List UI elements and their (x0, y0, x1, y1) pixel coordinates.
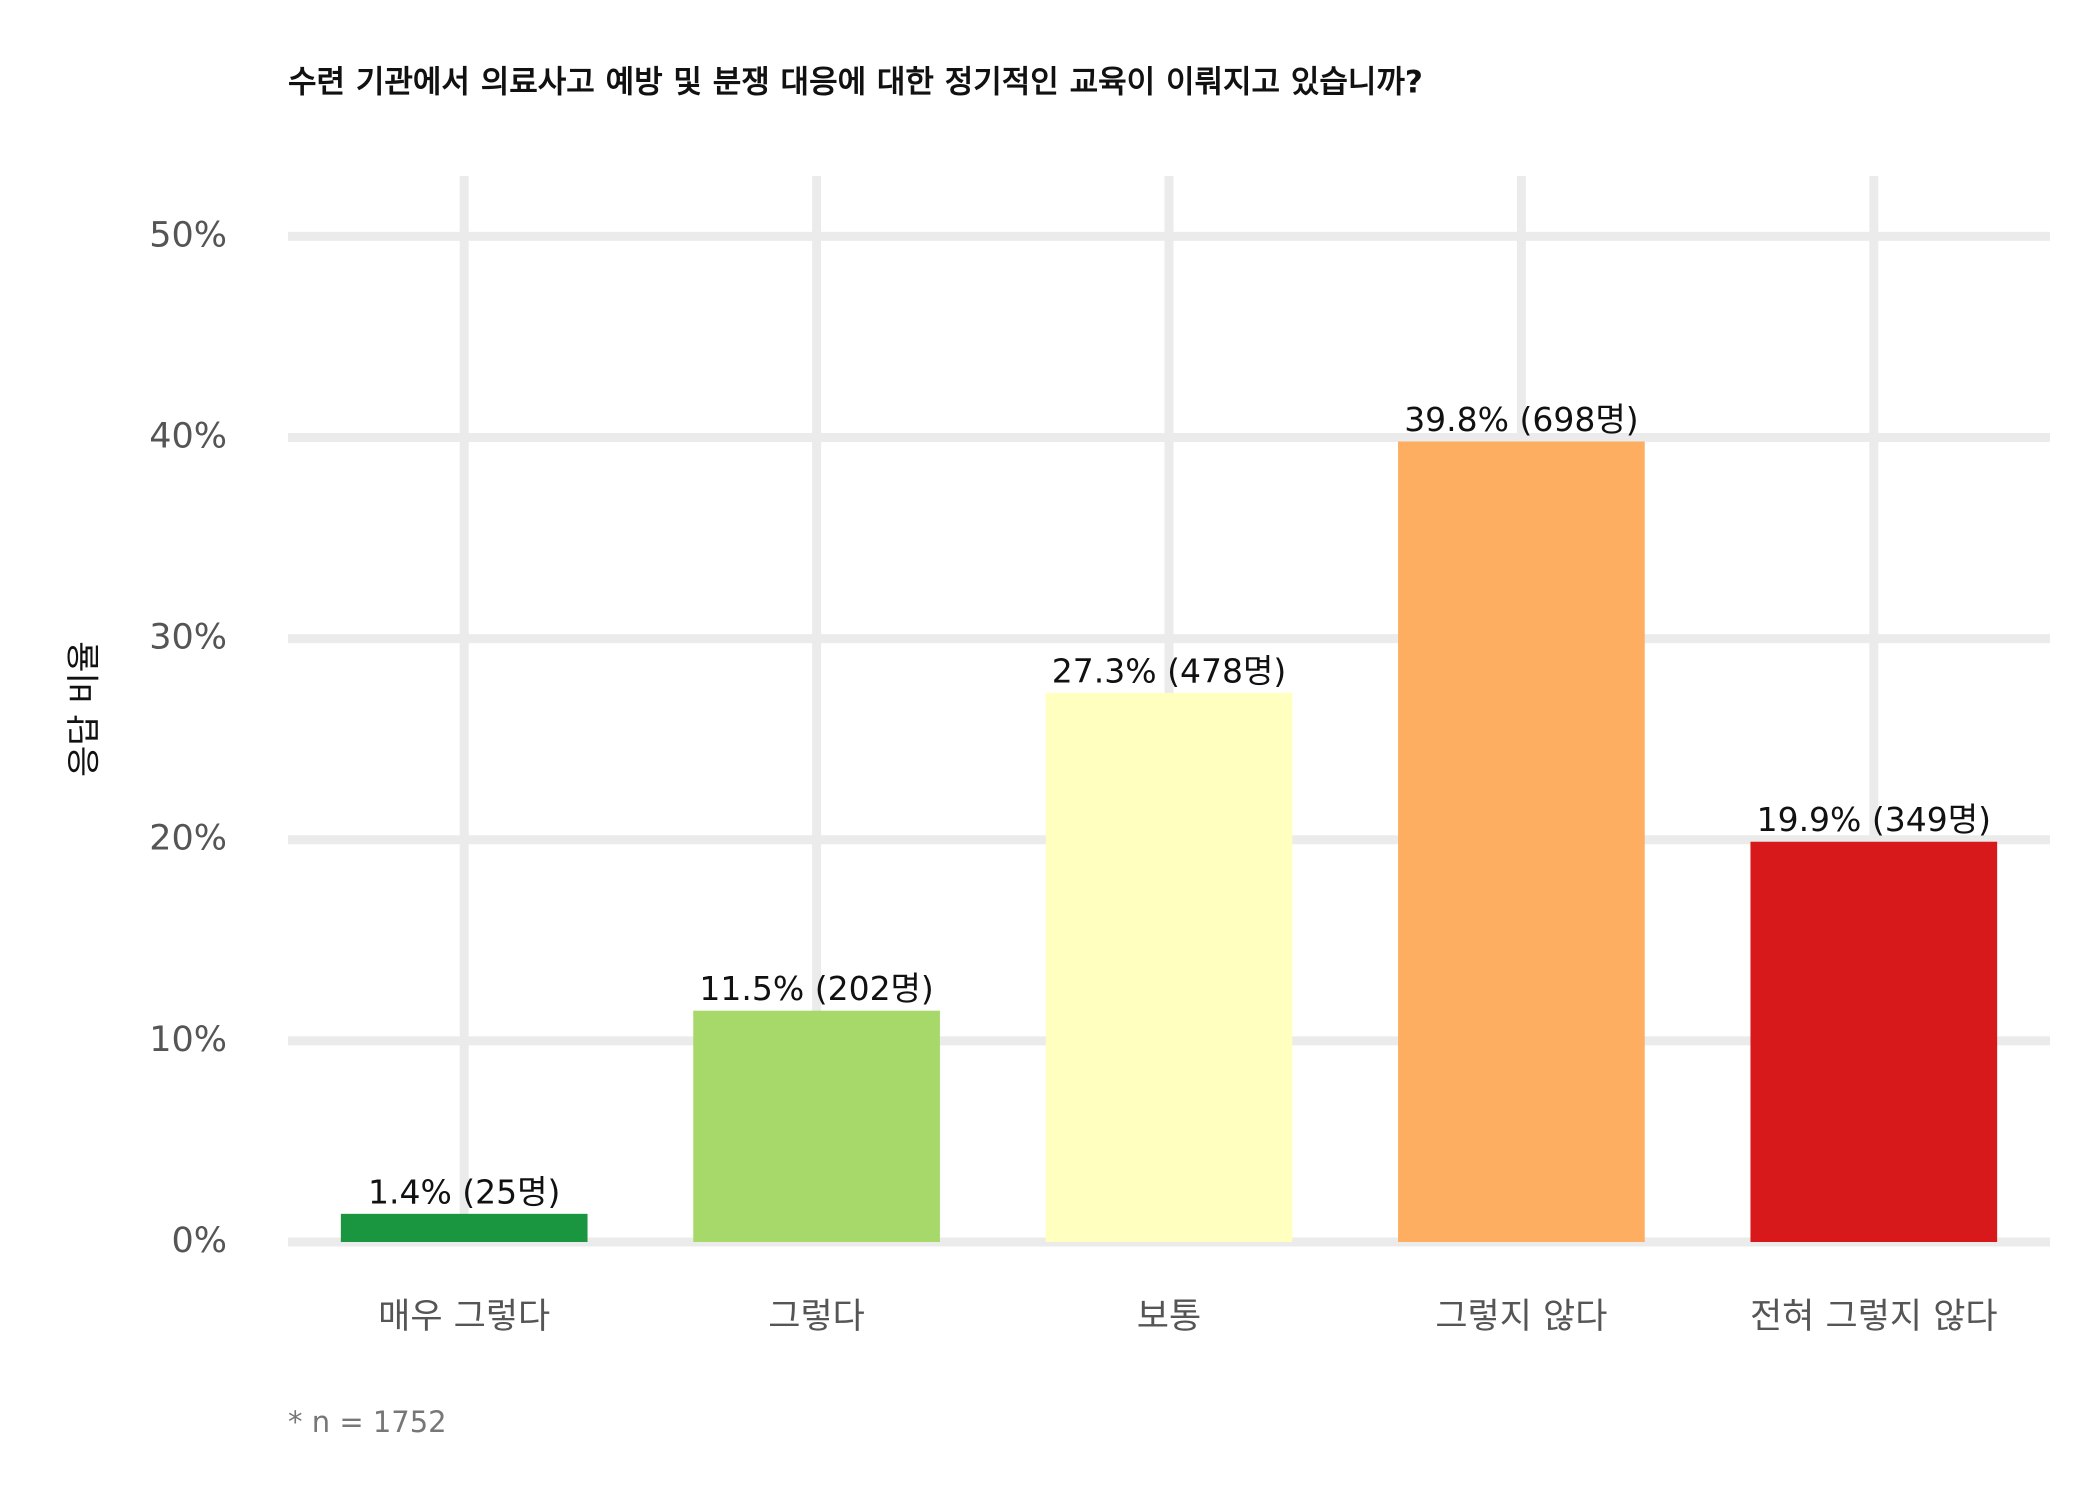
caption: * n = 1752 (288, 1405, 447, 1439)
y-tick-label: 10% (149, 1020, 227, 1060)
bar (1045, 692, 1293, 1242)
data-label: 27.3% (478명) (1052, 651, 1286, 690)
y-tick-label: 40% (149, 416, 227, 456)
y-axis-label: 응답 비율 (65, 641, 105, 777)
data-label: 19.9% (349명) (1757, 800, 1991, 839)
y-tick-label: 30% (149, 618, 227, 658)
x-tick-label: 전혀 그렇지 않다 (1750, 1297, 1998, 1337)
chart-title: 수련 기관에서 의료사고 예방 및 분쟁 대응에 대한 정기적인 교육이 이뤄지… (288, 65, 1423, 101)
y-tick-label: 0% (171, 1221, 227, 1261)
bar (1398, 441, 1645, 1242)
x-tick-label: 그렇지 않다 (1435, 1297, 1607, 1337)
x-tick-label: 매우 그렇다 (378, 1297, 550, 1337)
data-label: 11.5% (202명) (699, 969, 933, 1008)
bar (693, 1010, 940, 1242)
bar (1750, 841, 1998, 1242)
y-tick-label: 20% (149, 819, 227, 859)
y-tick-label: 50% (149, 215, 227, 255)
bar (340, 1213, 588, 1242)
x-tick-label: 그렇다 (768, 1297, 865, 1337)
data-label: 39.8% (698명) (1404, 400, 1638, 439)
data-label: 1.4% (25명) (368, 1172, 560, 1211)
x-tick-label: 보통 (1137, 1297, 1201, 1337)
